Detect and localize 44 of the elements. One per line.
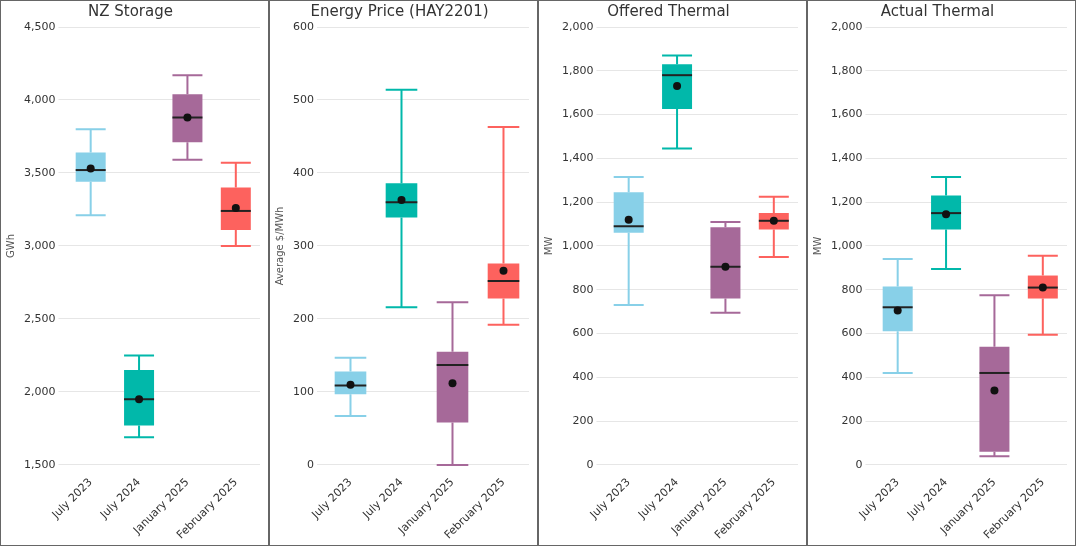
y-tick-label: 3,500 <box>23 165 56 179</box>
y-tick-label: 0 <box>586 457 594 471</box>
y-tick-label: 2,000 <box>830 19 863 33</box>
y-tick-label: 400 <box>293 165 314 179</box>
y-tick-label: 2,000 <box>561 19 594 33</box>
y-tick-label: 1,000 <box>561 238 594 252</box>
y-tick-label: 1,400 <box>561 151 594 165</box>
y-tick-label: 2,000 <box>23 384 56 398</box>
y-axis-title: MW <box>542 236 554 256</box>
y-tick-label: 400 <box>841 370 863 384</box>
y-tick-label: 400 <box>572 370 594 384</box>
y-axis-title: GWh <box>4 233 16 258</box>
chart-title: Actual Thermal <box>880 1 995 20</box>
y-tick-label: 500 <box>293 92 314 106</box>
y-tick-label: 2,500 <box>23 311 56 325</box>
y-tick-label: 1,800 <box>561 63 594 77</box>
y-tick-label: 200 <box>841 414 863 427</box>
y-tick-label: 1,200 <box>830 195 863 209</box>
chart-title: Energy Price (HAY2201) <box>310 1 489 20</box>
y-tick-label: 4,500 <box>23 19 56 33</box>
y-tick-label: 1,500 <box>23 457 56 471</box>
y-tick-label: 800 <box>841 282 863 296</box>
y-tick-label: 1,800 <box>830 63 863 77</box>
y-tick-label: 300 <box>293 238 314 252</box>
y-tick-label: 4,000 <box>23 92 56 106</box>
y-tick-label: 3,000 <box>23 238 56 252</box>
y-tick-label: 100 <box>293 384 314 398</box>
y-tick-label: 200 <box>572 414 594 427</box>
y-tick-label: 1,000 <box>830 238 863 252</box>
chart-title: NZ Storage <box>88 1 173 20</box>
y-tick-label: 600 <box>841 326 863 340</box>
y-tick-label: 0 <box>855 457 863 471</box>
y-axis-title: MW <box>811 236 823 256</box>
y-tick-label: 1,200 <box>561 195 594 209</box>
chart-title: Offered Thermal <box>607 1 730 20</box>
y-tick-label: 600 <box>572 326 594 340</box>
y-tick-label: 600 <box>293 19 314 33</box>
y-tick-label: 200 <box>293 311 314 325</box>
y-tick-label: 800 <box>572 282 594 296</box>
y-tick-label: 1,600 <box>830 107 863 121</box>
y-axis-title: Average $/MWh <box>273 206 285 286</box>
y-tick-label: 0 <box>307 457 314 471</box>
y-tick-label: 1,400 <box>830 151 863 165</box>
y-tick-label: 1,600 <box>561 107 594 121</box>
